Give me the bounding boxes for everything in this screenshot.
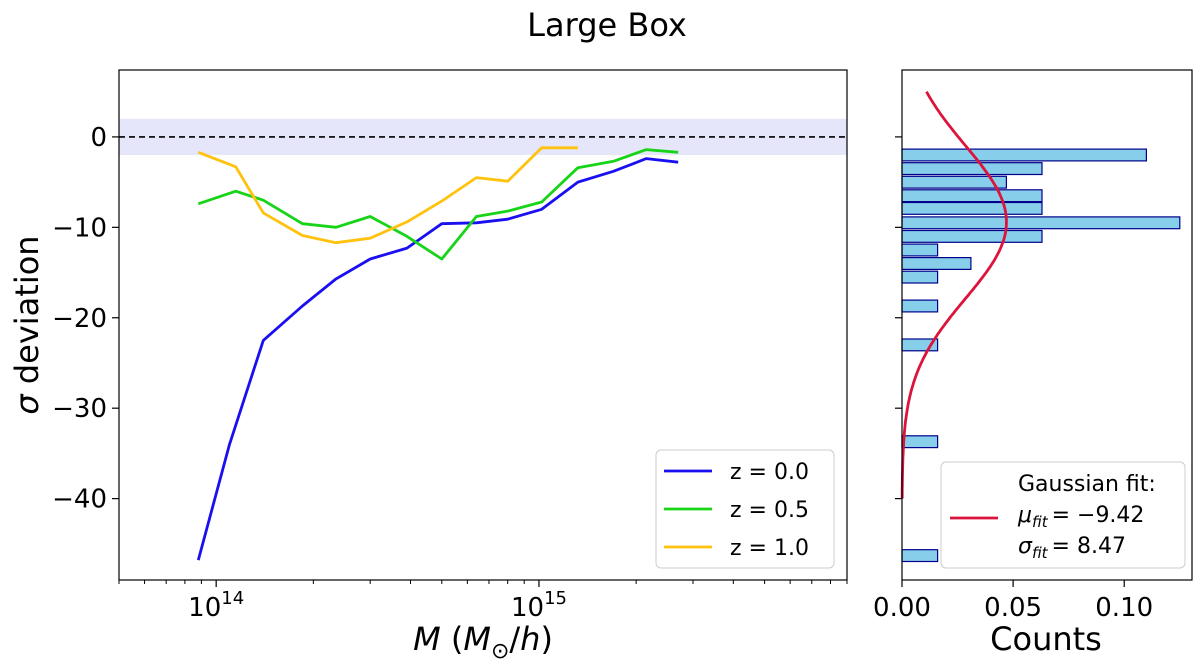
x-tick-label-1: 1015 — [511, 588, 567, 623]
y-tick-labels: 0 −10 −20 −30 −40 — [52, 123, 107, 515]
legend-label-1: z = 0.5 — [730, 498, 809, 523]
histogram-bar-9 — [901, 270, 939, 284]
gaussian-legend: Gaussian fit: μfit = −9.42 σfit = 8.47 — [940, 461, 1186, 569]
x-axis-label: M (M⊙/h) — [413, 620, 553, 664]
x-tick-labels: 1014 1015 — [188, 588, 567, 623]
histogram-bar-7 — [901, 243, 939, 257]
histogram-bar-13 — [901, 549, 939, 563]
gaussian-fit-curve — [900, 91, 1008, 499]
histogram-bar-0 — [901, 148, 1147, 162]
y-tick-label-4: −40 — [52, 485, 107, 515]
histogram-bar-4 — [901, 201, 1043, 215]
histogram-x-tick-label-1: 0.05 — [984, 593, 1042, 623]
series-line-0 — [196, 157, 679, 561]
histogram-bar-1 — [901, 162, 1043, 176]
series-line-2 — [197, 146, 578, 245]
histogram-x-tick-label-2: 0.10 — [1095, 593, 1153, 623]
histogram-bar-3 — [901, 189, 1043, 203]
y-tick-label-1: −10 — [52, 213, 107, 243]
histogram-x-tick-labels: 0.00 0.05 0.10 — [873, 593, 1153, 623]
histogram-bar-6 — [901, 229, 1043, 243]
histogram-x-label: Counts — [990, 620, 1102, 658]
histogram-plot: 0.00 0.05 0.10 Counts Gaussian fit: μfit = … — [873, 69, 1193, 658]
y-axis-label: σ deviation — [8, 235, 46, 414]
histogram-x-tick-label-0: 0.00 — [873, 593, 931, 623]
main-legend-box — [655, 449, 835, 569]
y-tick-label-0: 0 — [90, 123, 107, 153]
series-line-1 — [197, 148, 679, 261]
histogram-bar-5 — [901, 216, 1181, 230]
histogram-axis-ticks — [895, 136, 1125, 587]
y-tick-label-3: −30 — [52, 394, 107, 424]
figure-title: Large Box — [527, 6, 687, 44]
histogram-frame — [901, 69, 1193, 581]
histogram-bar-8 — [901, 257, 972, 271]
main-legend: z = 0.0 z = 0.5 z = 1.0 — [655, 449, 835, 569]
main-axis-ticks — [112, 136, 848, 587]
gaussian-legend-title: Gaussian fit: — [1018, 472, 1156, 497]
legend-label-2: z = 1.0 — [730, 536, 809, 561]
x-tick-label-0: 1014 — [188, 588, 244, 623]
series-lines — [196, 146, 679, 561]
gaussian-legend-mu: μfit = −9.42 — [1017, 503, 1144, 531]
y-tick-label-2: −20 — [52, 304, 107, 334]
legend-label-0: z = 0.0 — [730, 460, 809, 485]
histogram-bar-10 — [901, 299, 939, 313]
gaussian-legend-sigma: σfit = 8.47 — [1018, 534, 1126, 562]
main-plot-frame — [118, 69, 848, 581]
gaussian-legend-box — [940, 461, 1186, 569]
histogram-bar-12 — [901, 435, 939, 449]
main-plot: 0 −10 −20 −30 −40 1014 1015 M (M⊙/h) σ deviat… — [8, 69, 848, 664]
